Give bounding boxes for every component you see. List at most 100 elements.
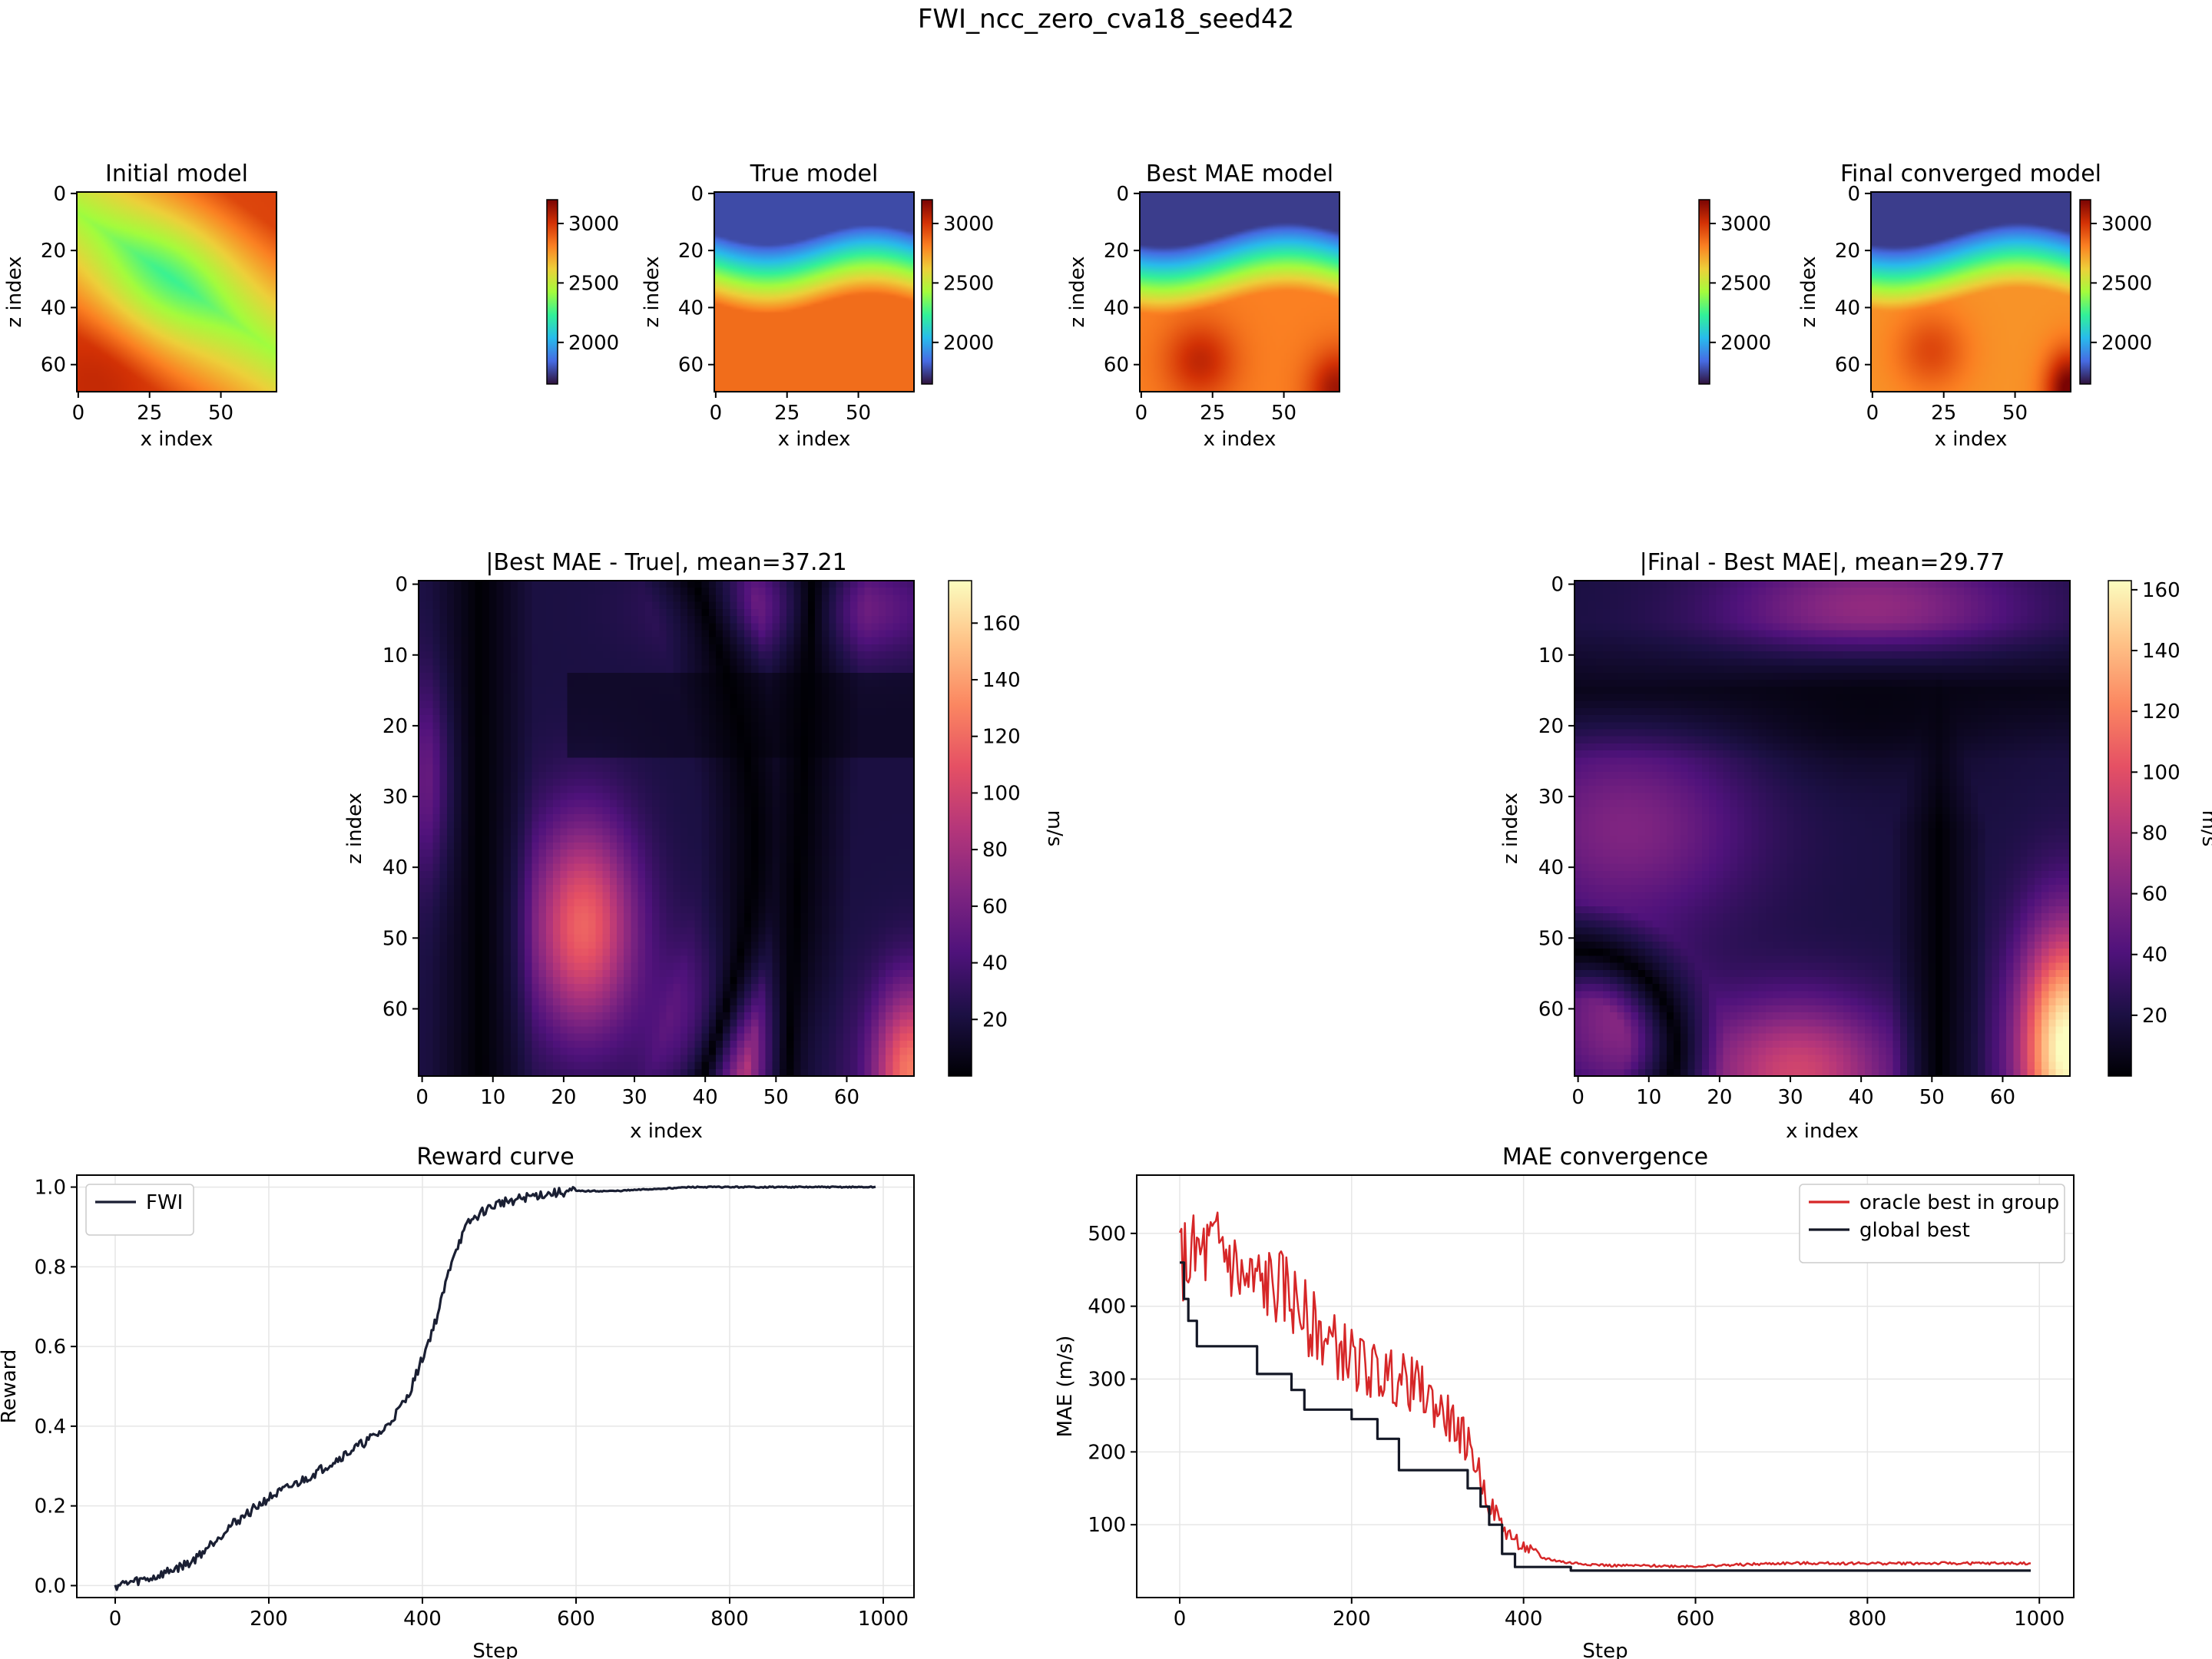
x-tick-label: 0 [72,402,85,425]
colorbar-tick-label: 3000 [2101,213,2152,236]
x-tick-label: 10 [480,1086,505,1109]
heatmap-panel-1: Initial model 0 25 50 0 20 40 60 x index z index 2… [3,161,619,451]
panel-title: |Final - Best MAE|, mean=29.77 [1640,549,2005,576]
x-tick-label: 400 [1505,1608,1543,1631]
y-tick-label: 40 [1538,856,1564,879]
x-tick-label: 30 [621,1086,647,1109]
x-tick-label: 60 [1990,1086,2015,1109]
x-axis-label: x index [141,428,214,451]
y-tick-label: 0 [1847,183,1860,206]
y-axis-label: Reward [0,1349,21,1424]
legend: oracle best in group global best [1799,1184,2065,1263]
y-tick-label: 500 [1088,1223,1126,1246]
line-panel-2: MAE convergence 0 200 400 600 800 1000 100 200 30… [1054,1144,2075,1659]
y-tick-label: 0 [53,183,66,206]
x-tick-label: 50 [846,402,871,425]
colorbar [1698,199,1710,385]
y-tick-label: 50 [1538,927,1564,950]
y-tick-label: 300 [1088,1369,1126,1392]
colorbar-tick-label: 2500 [2101,272,2152,295]
series-line [1180,1261,2031,1572]
panel-title: Initial model [105,161,248,187]
colorbar [2108,580,2132,1077]
colorbar-tick-label: 120 [2142,700,2181,724]
y-tick-label: 40 [41,296,66,320]
heatmap-image [714,192,914,392]
heatmap-panel-2: True model 0 25 50 0 20 40 60 x index z index 2000… [641,161,994,451]
x-axis-label: Step [1582,1640,1628,1659]
x-axis-label: Step [472,1640,518,1659]
x-tick-label: 0 [1174,1608,1187,1631]
y-axis-label: z index [1066,256,1089,327]
panel-title: |Best MAE - True|, mean=37.21 [485,549,846,576]
colorbar-tick-label: 100 [982,782,1021,805]
heatmap-panel-6: |Final - Best MAE|, mean=29.77 0 10 20 30 40 5… [1499,549,2212,1143]
colorbar-tick-label: 40 [982,952,1008,975]
heatmap-image [77,192,276,392]
heatmap-panel-5: |Best MAE - True|, mean=37.21 0 10 20 30 40 50… [343,549,1066,1143]
heatmap-panel-3: Best MAE model 0 25 50 0 20 40 60 x index z index… [1066,161,1771,451]
x-tick-label: 40 [693,1086,718,1109]
x-tick-label: 0 [1866,402,1879,425]
y-tick-label: 200 [1088,1441,1126,1464]
axes-frame [76,1174,915,1598]
x-tick-label: 50 [763,1086,789,1109]
x-tick-label: 400 [403,1608,442,1631]
x-tick-label: 600 [1677,1608,1715,1631]
y-tick-label: 0 [395,574,408,597]
legend-box [85,1184,194,1236]
colorbar-tick-label: 20 [982,1008,1008,1031]
x-tick-label: 25 [774,402,800,425]
x-tick-label: 60 [834,1086,859,1109]
x-tick-label: 50 [1919,1086,1945,1109]
colorbar-label: m/s [2197,810,2212,847]
y-tick-label: 40 [678,296,704,320]
heatmap-image [1575,581,2070,1076]
colorbar [546,199,558,385]
y-tick-label: 40 [382,856,408,879]
figure-suptitle: FWI_ncc_zero_cva18_seed42 [918,4,1294,35]
y-tick-label: 60 [678,354,704,377]
y-tick-label: 20 [678,240,704,263]
panel-title: Reward curve [416,1144,574,1171]
y-tick-label: 1.0 [35,1177,66,1200]
axes-frame [714,191,915,392]
axes-frame [1139,191,1340,392]
x-tick-label: 600 [557,1608,595,1631]
colorbar [921,199,933,385]
y-tick-label: 50 [382,927,408,950]
x-tick-label: 50 [2002,402,2028,425]
colorbar-tick-label: 80 [2142,822,2167,845]
x-axis-label: x index [630,1120,703,1143]
legend-label: oracle best in group [1859,1191,2059,1214]
colorbar-tick-label: 2000 [943,332,994,355]
x-tick-label: 25 [1931,402,1956,425]
y-tick-label: 60 [382,998,408,1021]
y-tick-label: 0 [1551,574,1564,597]
x-tick-label: 0 [1571,1086,1584,1109]
x-tick-label: 200 [250,1608,288,1631]
x-tick-label: 0 [109,1608,122,1631]
y-axis-label: z index [1499,793,1522,864]
series-line [1178,1211,2032,1568]
colorbar-tick-label: 60 [2142,883,2167,906]
y-tick-label: 0.0 [35,1575,66,1598]
colorbar-tick-label: 2500 [943,272,994,295]
y-axis-label: z index [1797,256,1820,327]
y-axis-label: MAE (m/s) [1054,1336,1077,1438]
y-tick-label: 0.6 [35,1336,66,1359]
colorbar-tick-label: 3000 [568,213,619,236]
colorbar-tick-label: 80 [982,839,1008,862]
axes-frame [76,191,277,392]
y-tick-label: 0.4 [35,1416,66,1439]
colorbar-tick-label: 2000 [1720,332,1771,355]
y-tick-label: 10 [382,644,408,667]
y-tick-label: 100 [1088,1514,1126,1537]
colorbar-tick-label: 160 [2142,579,2181,602]
x-tick-label: 25 [137,402,162,425]
y-tick-label: 20 [41,240,66,263]
legend-box [1799,1184,2065,1263]
colorbar-tick-label: 60 [982,896,1008,919]
colorbar-tick-label: 140 [982,669,1021,692]
